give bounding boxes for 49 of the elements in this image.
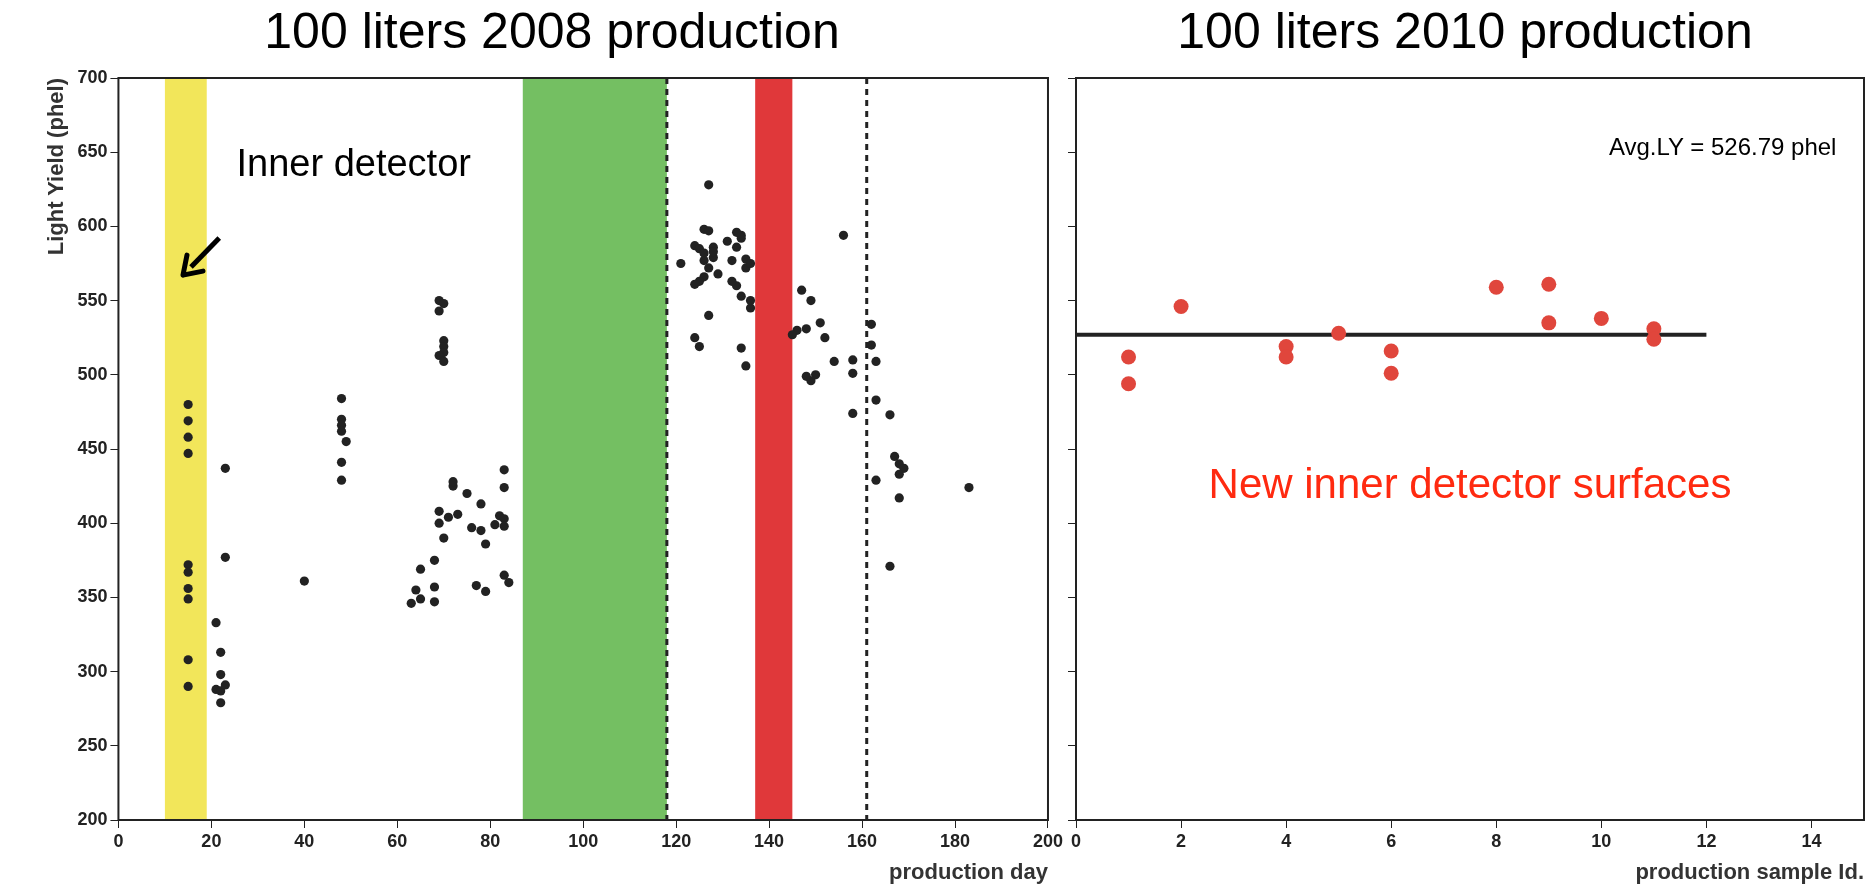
x-tick-label: 100 (568, 830, 599, 851)
y-tick-label: 300 (77, 660, 108, 681)
y-tick-label: 700 (77, 66, 108, 87)
chart-title: 100 liters 2010 production (1177, 2, 1753, 59)
point (1121, 349, 1137, 365)
point (1278, 349, 1294, 365)
x-tick-label: 80 (480, 830, 501, 851)
y-tick-label: 500 (77, 363, 108, 384)
y-tick-label: 550 (77, 289, 108, 310)
x-tick-label: 20 (201, 830, 222, 851)
x-tick-label: 12 (1696, 830, 1717, 851)
y-tick-label: 650 (77, 141, 108, 162)
x-tick-label: 120 (661, 830, 692, 851)
x-tick-label: 0 (1070, 830, 1082, 851)
y-tick-label: 600 (77, 215, 108, 236)
x-tick-label: 140 (754, 830, 785, 851)
x-tick-label: 4 (1281, 830, 1292, 851)
annotation: New inner detector surfaces (1208, 459, 1732, 507)
point (1331, 325, 1347, 341)
y-tick-label: 400 (77, 512, 108, 533)
x-tick-label: 60 (387, 830, 408, 851)
x-tick-label: 160 (847, 830, 878, 851)
x-axis-title: production sample Id. (1635, 858, 1864, 884)
y-tick-label: 250 (77, 734, 108, 755)
x-tick-label: 6 (1386, 830, 1397, 851)
point (1383, 343, 1399, 359)
x-tick-label: 14 (1801, 830, 1822, 851)
x-tick-label: 40 (294, 830, 315, 851)
chart-title: 100 liters 2008 production (264, 2, 840, 59)
x-tick-label: 10 (1591, 830, 1612, 851)
x-axis-title: production day (889, 858, 1049, 884)
x-tick-label: 200 (1032, 830, 1064, 851)
y-tick-label: 350 (77, 586, 108, 607)
y-tick-label: 200 (77, 808, 108, 829)
point (1173, 299, 1189, 315)
point (1541, 315, 1557, 331)
point (1121, 376, 1137, 392)
x-tick-label: 180 (940, 830, 971, 851)
y-tick-label: 450 (77, 437, 108, 458)
y-axis-title: Light Yield (phel) (43, 78, 69, 256)
annotation: Avg.LY = 526.79 phel (1608, 133, 1837, 161)
point (1541, 276, 1557, 292)
point (1383, 365, 1399, 381)
annotation: Inner detector (236, 142, 472, 185)
x-tick-label: 8 (1491, 830, 1502, 851)
point (1593, 310, 1609, 326)
point (1488, 279, 1504, 295)
x-tick-label: 2 (1176, 830, 1187, 851)
x-tick-label: 0 (113, 830, 124, 851)
